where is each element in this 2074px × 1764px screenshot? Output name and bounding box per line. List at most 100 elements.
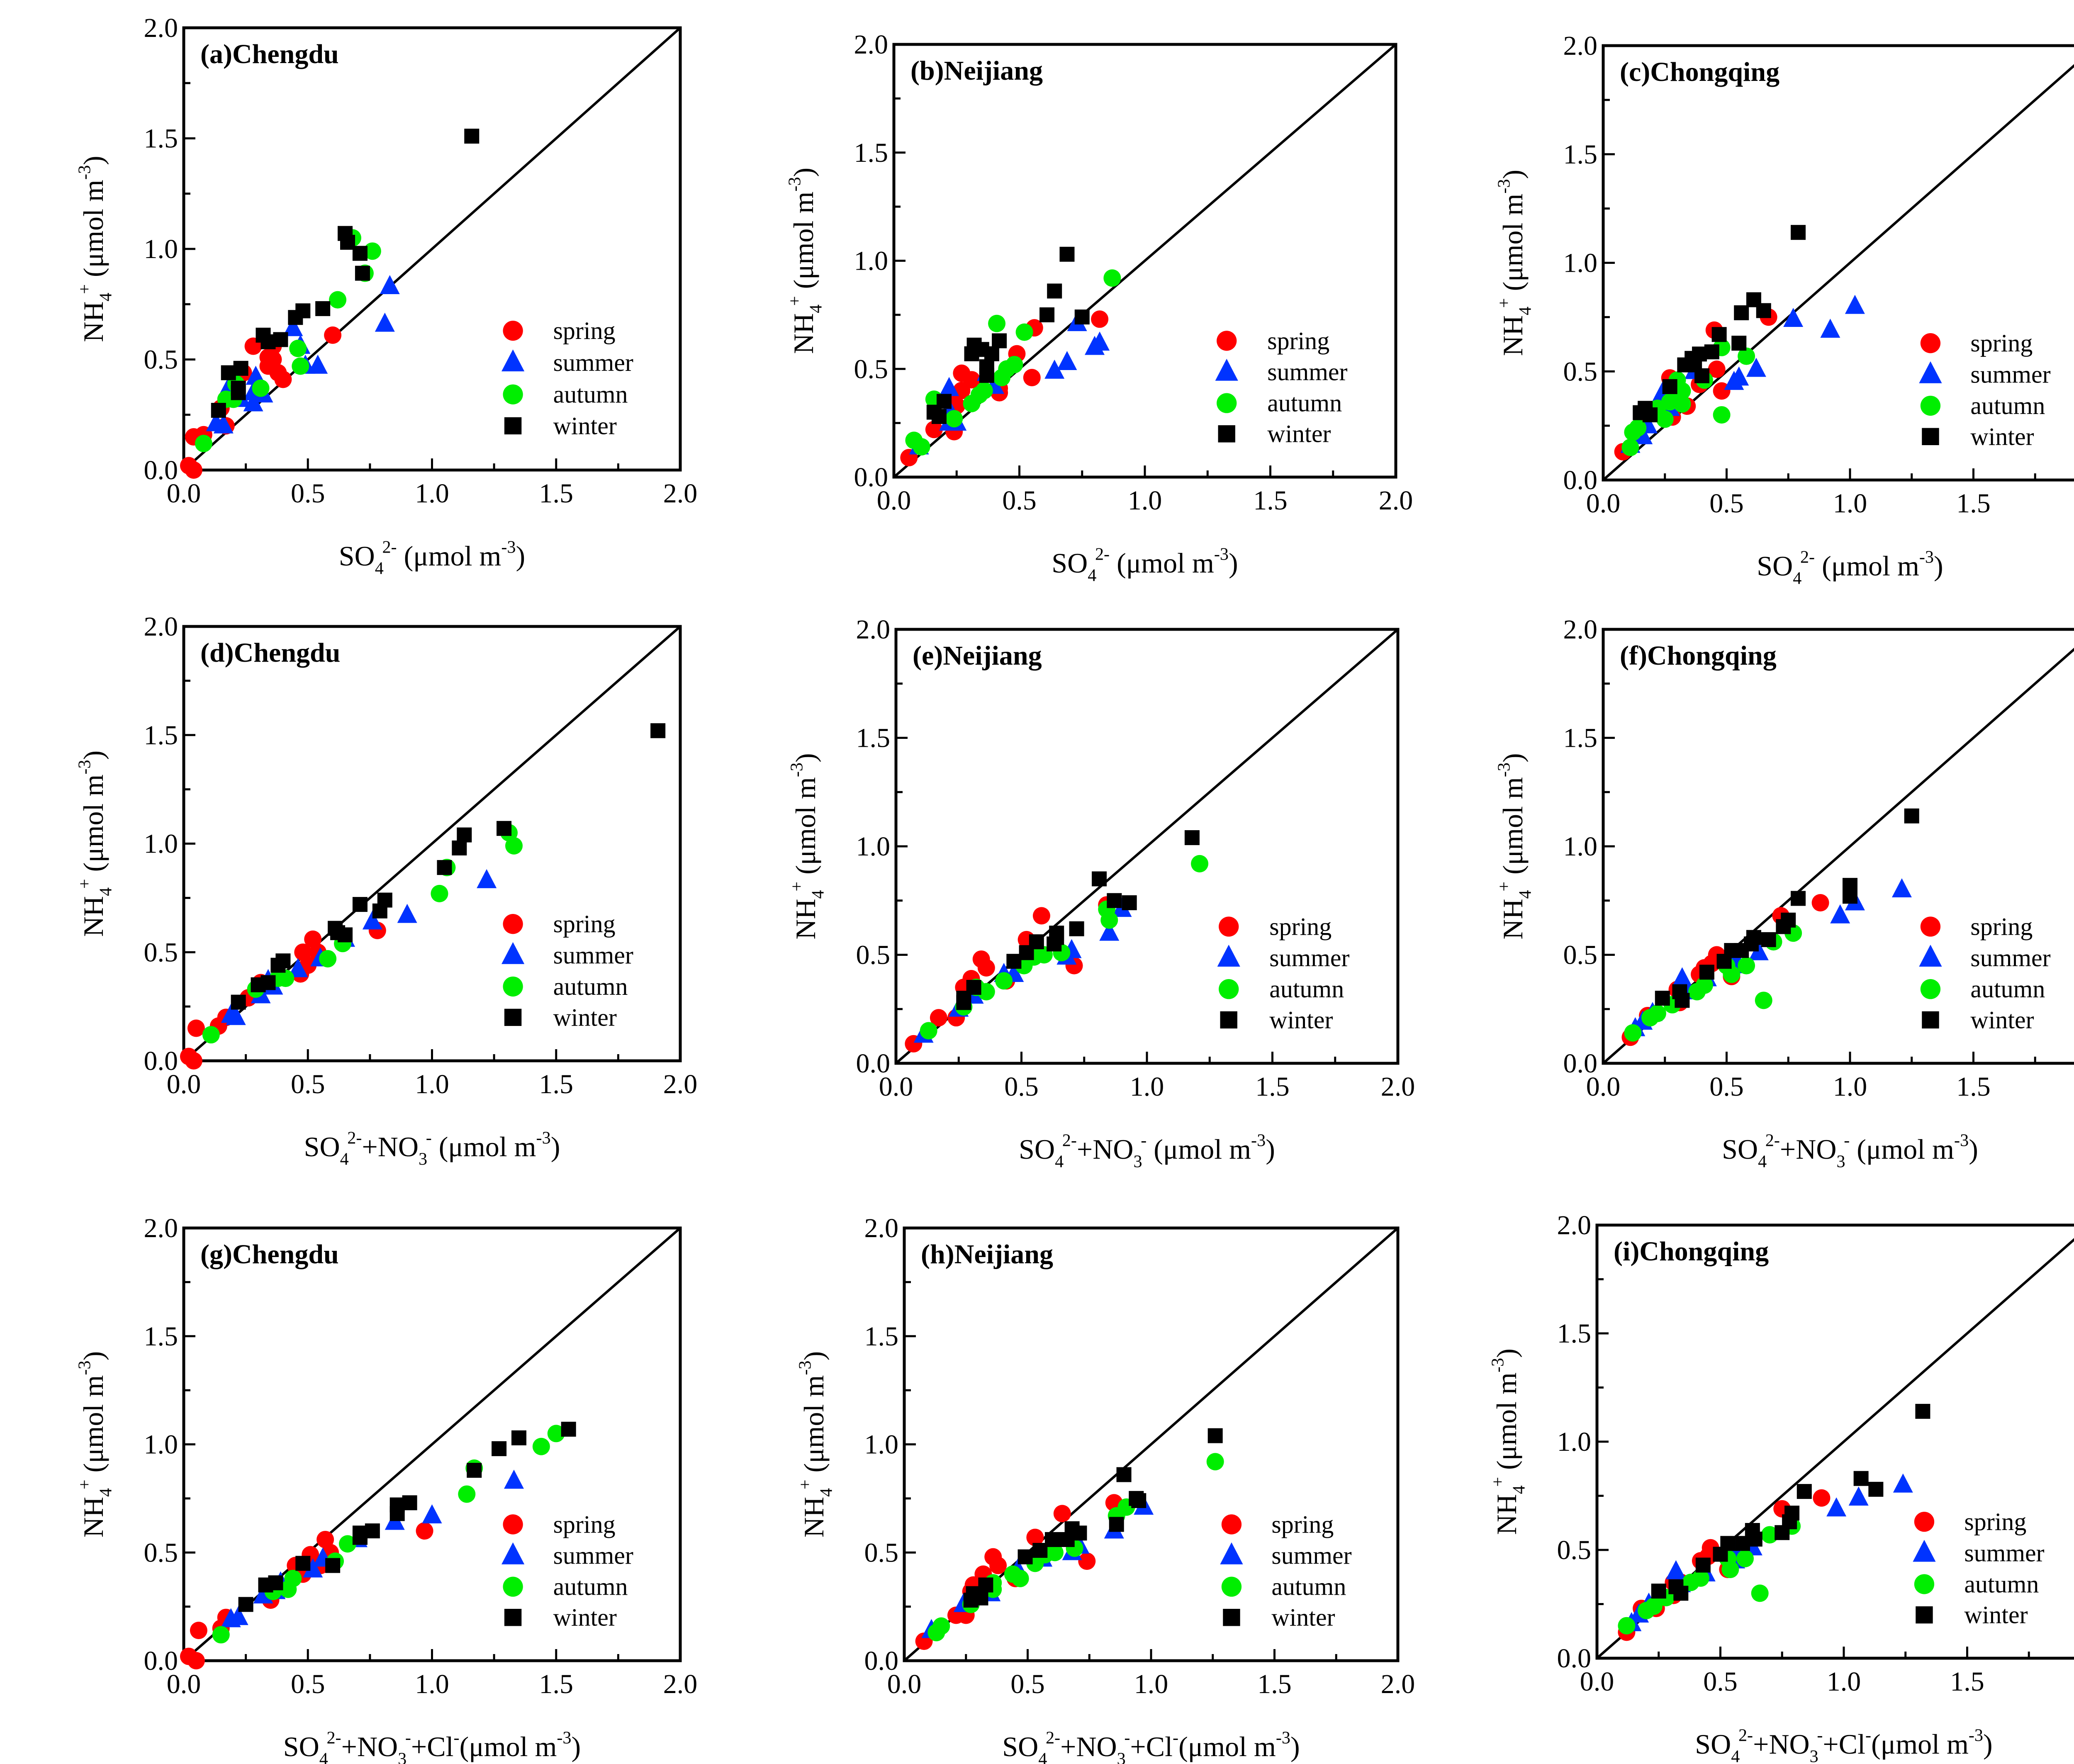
legend-label-summer: summer [553,942,633,969]
legend-label-spring: spring [553,910,616,938]
panel-title: (h)Neijiang [921,1239,1053,1269]
legend-label-autumn: autumn [553,1573,628,1601]
y-tick-label: 0.0 [864,1646,899,1676]
y-axis-label-part: + [75,879,94,889]
data-point-autumn [289,339,307,357]
legend-label-autumn: autumn [1271,1573,1346,1601]
data-point-winter [1047,283,1062,299]
y-axis-label-part: 4 [1509,1485,1529,1494]
x-axis-label-part: SO [283,1731,319,1762]
data-point-spring [416,1522,433,1540]
y-tick-label: 1.5 [1557,1318,1592,1349]
data-point-spring [274,370,292,388]
y-tick-label: 0.5 [144,1537,178,1568]
data-point-winter [467,1463,482,1478]
y-axis-label: NH4+ (μmol m-3) [785,168,825,354]
legend-label-spring: spring [1970,329,2033,357]
x-tick-label: 0.0 [1580,1667,1614,1697]
data-point-summer [380,275,400,295]
data-point-summer [213,414,234,434]
x-axis-label-part: 4 [1758,1152,1767,1171]
y-tick-label: 1.5 [854,138,889,168]
data-point-winter [1122,895,1137,910]
data-point-winter [365,1523,380,1539]
data-point-autumn [1656,410,1674,428]
data-point-winter [937,394,952,409]
y-tick-label: 2.0 [144,13,178,43]
x-axis-label-part: 2- [347,1128,362,1148]
legend-marker-summer [1215,358,1238,381]
data-point-autumn [1645,1597,1663,1615]
legend-label-autumn: autumn [1964,1570,2039,1598]
legend-marker-autumn [1219,979,1239,999]
y-axis-label-part: -3 [75,165,94,180]
legend: spring summer autumn winter [1919,329,2051,450]
data-point-spring [1813,1489,1831,1507]
data-point-winter [402,1495,417,1511]
legend-label-autumn: autumn [1267,390,1342,417]
x-axis-label-part: +NO [362,1131,419,1162]
x-axis-label: SO42-+NO3- (μmol m-3) [304,1128,560,1169]
data-point-summer [477,869,497,888]
y-axis-label-part: NH [78,896,109,937]
y-tick-label: 0.5 [864,1537,899,1568]
panel-g: 0.0 0.5 1.0 1.5 2.0 0.0 0.5 1.0 1.5 2.0 (g)Chengdu… [75,1213,697,1764]
data-point-autumn [1723,965,1741,983]
x-tick-label: 1.5 [1253,485,1288,516]
legend-marker-winter [504,1609,522,1626]
y-axis-label-part: ) [78,1351,109,1361]
legend-marker-spring [1221,1514,1242,1535]
y-tick-label: 0.0 [144,1646,178,1676]
data-point-winter [1796,1484,1812,1499]
legend-label-winter: winter [553,412,617,439]
x-axis-label-part: 2- [1095,544,1110,564]
data-point-winter [1018,1549,1033,1564]
panel-a: 0.0 0.5 1.0 1.5 2.0 0.0 0.5 1.0 1.5 2.0 (a)Chengdu… [75,13,697,578]
x-axis-label-part: -3 [557,1728,571,1747]
series-winter [963,1428,1223,1608]
data-point-winter [1184,830,1200,845]
legend-label-spring: spring [1271,1511,1334,1538]
legend-marker-autumn [1221,1576,1242,1597]
x-tick-label: 1.5 [1956,1072,1991,1102]
y-axis-label-part: + [1494,882,1514,892]
y-axis-label-part: + [75,284,94,294]
x-axis-label-part: (μmol m [397,540,501,572]
data-point-winter [966,979,981,995]
y-axis-label-part: -3 [785,177,804,192]
series-autumn [202,824,523,1044]
x-tick-label: 1.0 [415,1069,449,1099]
legend-label-summer: summer [1269,944,1349,972]
x-tick-label: 1.0 [1128,485,1162,516]
x-tick-label: 1.0 [1827,1667,1861,1697]
series-winter [1651,1403,1930,1601]
x-tick-label: 1.5 [539,1069,574,1099]
data-point-autumn [1624,1024,1642,1042]
panel-title: (c)Chongqing [1620,57,1779,87]
x-tick-label: 1.0 [415,478,449,509]
data-point-autumn [1629,419,1647,437]
data-point-winter [273,332,288,347]
x-axis-label-part: -3 [536,1128,551,1148]
data-point-autumn [1648,1004,1666,1022]
data-point-summer [1893,1473,1913,1493]
y-tick-label: 2.0 [144,1213,178,1243]
data-point-spring [1023,369,1041,387]
data-point-winter [492,1441,507,1456]
data-point-summer [1729,366,1749,386]
data-point-autumn [1015,323,1033,341]
x-tick-label: 0.5 [1002,485,1037,516]
y-axis-label-part: + [75,1479,94,1489]
y-axis-label-part: NH [78,1497,109,1537]
data-point-autumn [975,382,993,400]
series-spring [180,921,386,1070]
legend-label-spring: spring [1970,913,2033,940]
data-point-winter [1791,891,1806,906]
legend-label-autumn: autumn [1269,975,1344,1003]
x-axis-label-part: +Cl [1130,1731,1173,1762]
legend-label-winter: winter [1970,423,2034,450]
y-tick-label: 2.0 [1563,31,1598,61]
data-point-winter [437,860,452,875]
y-tick-label: 1.5 [144,720,178,750]
data-point-winter [1072,1525,1087,1541]
